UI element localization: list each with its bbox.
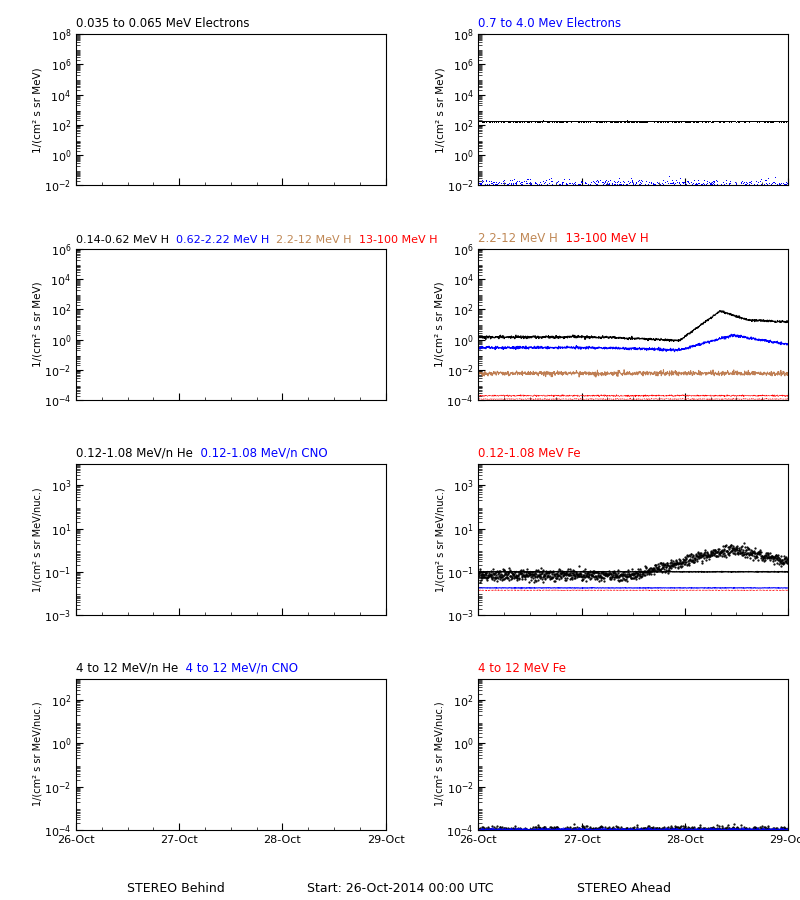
Text: STEREO Ahead: STEREO Ahead	[577, 883, 671, 896]
Text: 0.035 to 0.065 MeV Electrons: 0.035 to 0.065 MeV Electrons	[76, 17, 250, 31]
Text: 2.2-12 MeV H: 2.2-12 MeV H	[478, 232, 558, 245]
Y-axis label: 1/(cm² s sr MeV/nuc.): 1/(cm² s sr MeV/nuc.)	[435, 702, 445, 806]
Y-axis label: 1/(cm² s sr MeV): 1/(cm² s sr MeV)	[435, 67, 446, 153]
Text: 13-100 MeV H: 13-100 MeV H	[558, 232, 649, 245]
Text: 0.12-1.08 MeV/n He: 0.12-1.08 MeV/n He	[76, 446, 193, 460]
Y-axis label: 1/(cm² s sr MeV): 1/(cm² s sr MeV)	[435, 282, 445, 367]
Y-axis label: 1/(cm² s sr MeV): 1/(cm² s sr MeV)	[33, 282, 42, 367]
Text: 0.12-1.08 MeV Fe: 0.12-1.08 MeV Fe	[478, 446, 581, 460]
Text: 0.62-2.22 MeV H: 0.62-2.22 MeV H	[169, 235, 270, 245]
Text: 4 to 12 MeV Fe: 4 to 12 MeV Fe	[478, 662, 566, 674]
Text: 13-100 MeV H: 13-100 MeV H	[352, 235, 438, 245]
Text: 4 to 12 MeV/n CNO: 4 to 12 MeV/n CNO	[178, 662, 298, 674]
Text: 0.7 to 4.0 Mev Electrons: 0.7 to 4.0 Mev Electrons	[478, 17, 622, 31]
Y-axis label: 1/(cm² s sr MeV/nuc.): 1/(cm² s sr MeV/nuc.)	[33, 487, 42, 591]
Y-axis label: 1/(cm² s sr MeV): 1/(cm² s sr MeV)	[33, 67, 43, 153]
Text: 2.2-12 MeV H: 2.2-12 MeV H	[270, 235, 352, 245]
Text: 0.14-0.62 MeV H: 0.14-0.62 MeV H	[76, 235, 169, 245]
Y-axis label: 1/(cm² s sr MeV/nuc.): 1/(cm² s sr MeV/nuc.)	[33, 702, 42, 806]
Text: 4 to 12 MeV/n He: 4 to 12 MeV/n He	[76, 662, 178, 674]
Text: Start: 26-Oct-2014 00:00 UTC: Start: 26-Oct-2014 00:00 UTC	[306, 883, 494, 896]
Text: STEREO Behind: STEREO Behind	[127, 883, 225, 896]
Y-axis label: 1/(cm² s sr MeV/nuc.): 1/(cm² s sr MeV/nuc.)	[435, 487, 445, 591]
Text: 0.12-1.08 MeV/n CNO: 0.12-1.08 MeV/n CNO	[193, 446, 327, 460]
